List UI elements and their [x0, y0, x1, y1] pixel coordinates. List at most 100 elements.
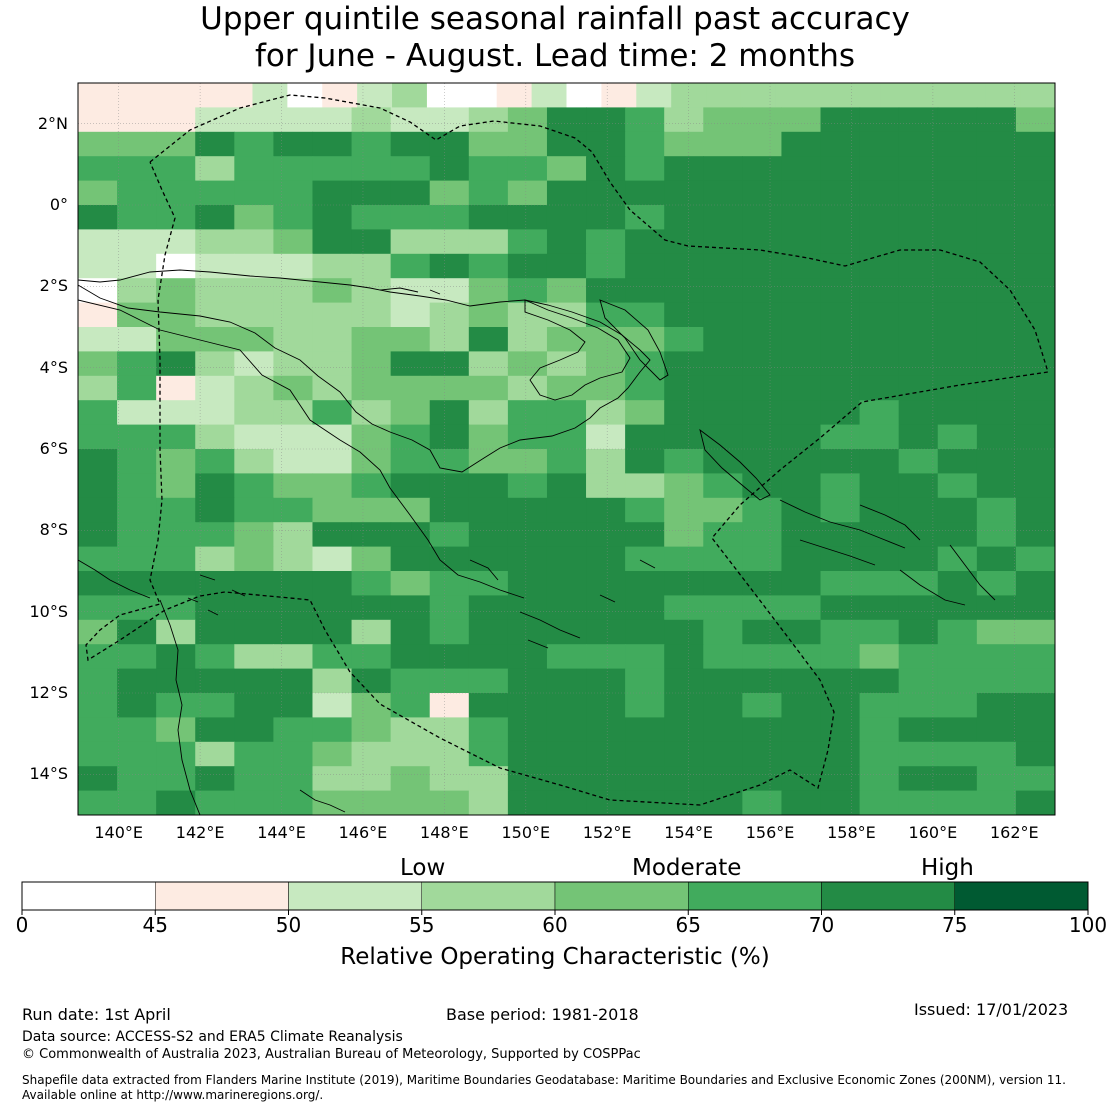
grid-cell [273, 693, 314, 718]
grid-cell [1015, 302, 1055, 328]
grid-cell [78, 400, 118, 426]
grid-cell [820, 156, 861, 182]
grid-cell [664, 644, 704, 670]
grid-cell [78, 595, 118, 621]
grid-cell [496, 83, 533, 108]
grid-cell [195, 253, 235, 279]
colorbar-segment [421, 881, 556, 911]
grid-cell [976, 693, 1017, 718]
grid-cell [742, 400, 783, 426]
grid-cell [507, 205, 548, 230]
longitude-tick-label: 156°E [745, 823, 795, 842]
grid-cell [117, 205, 157, 230]
grid-cell [234, 107, 274, 133]
grid-cell [468, 473, 509, 499]
grid-cell [468, 205, 509, 230]
longitude-tick-label: 162°E [989, 823, 1039, 842]
grid-cell [273, 741, 314, 767]
grid-cell [112, 83, 149, 108]
grid-cell [117, 327, 157, 352]
grid-cell [820, 644, 861, 670]
grid-cell [937, 302, 978, 328]
grid-cell [78, 741, 118, 767]
grid-cell [351, 229, 392, 255]
colorbar-segment [21, 881, 156, 911]
grid-cell [810, 83, 847, 108]
grid-cell [117, 424, 157, 450]
grid-cell [937, 717, 978, 743]
grid-cell [586, 424, 626, 450]
grid-cell [742, 278, 783, 304]
grid-cell [898, 327, 939, 352]
grid-cell [820, 449, 861, 474]
grid-cell [78, 693, 118, 718]
grid-cell [976, 327, 1017, 352]
grid-cell [586, 571, 626, 596]
grid-cell [546, 741, 587, 767]
grid-cell [234, 741, 274, 767]
grid-cell [937, 278, 978, 304]
grid-cell [1015, 668, 1055, 694]
grid-cell [703, 717, 743, 743]
shapefile-credit-line2: Available online at http://www.marinereg… [22, 1088, 324, 1102]
grid-cell [312, 205, 353, 230]
grid-cell [586, 619, 626, 645]
grid-cell [859, 253, 900, 279]
latitude-tick-label: 2°S [39, 276, 68, 296]
grid-cell [156, 473, 196, 499]
grid-cell [586, 741, 626, 767]
grid-cell [273, 424, 314, 450]
longitude-tick-label: 142°E [175, 823, 225, 842]
grid-cell [156, 180, 196, 206]
grid-cell [390, 351, 431, 377]
grid-cell [625, 253, 665, 279]
grid-cell [117, 107, 157, 133]
grid-cell [351, 595, 392, 621]
grid-cell [507, 131, 548, 157]
grid-cell [1015, 571, 1055, 596]
grid-cell [156, 644, 196, 670]
grid-cell [312, 449, 353, 474]
grid-cell [546, 205, 587, 230]
grid-cell [195, 644, 235, 670]
grid-cell [390, 717, 431, 743]
grid-cell [898, 741, 939, 767]
grid-cell [234, 400, 274, 426]
grid-cell [468, 693, 509, 718]
grid-cell [507, 278, 548, 304]
grid-cell [820, 546, 861, 572]
grid-cell [351, 693, 392, 718]
grid-cell [781, 375, 822, 401]
grid-cell [117, 619, 157, 645]
grid-cell [468, 619, 509, 645]
grid-cell [586, 766, 626, 792]
longitude-tick-label: 148°E [420, 823, 469, 842]
grid-cell [273, 473, 314, 499]
colorbar-tick-label: 60 [542, 913, 568, 937]
grid-cell [859, 595, 900, 621]
grid-cell [937, 522, 978, 548]
grid-cell [195, 131, 235, 157]
grid-cell [468, 668, 509, 694]
grid-cell [703, 156, 743, 182]
grid-cell [976, 741, 1017, 767]
grid-cell [234, 644, 274, 670]
grid-cell [820, 717, 861, 743]
grid-cell [820, 668, 861, 694]
grid-cell [937, 327, 978, 352]
grid-cell [820, 278, 861, 304]
grid-cell [546, 693, 587, 718]
latitude-tick-label: 0° [49, 195, 68, 214]
grid-cell [820, 497, 861, 523]
grid-cell [703, 327, 743, 352]
grid-cell [117, 156, 157, 182]
grid-cell [273, 766, 314, 792]
grid-cell [429, 375, 470, 401]
run-date: Run date: 1st April [22, 1005, 171, 1024]
grid-cell [351, 644, 392, 670]
grid-cell [625, 327, 665, 352]
grid-cell [117, 131, 157, 157]
grid-cell [78, 180, 118, 206]
grid-cell [390, 229, 431, 255]
grid-cell [546, 278, 587, 304]
